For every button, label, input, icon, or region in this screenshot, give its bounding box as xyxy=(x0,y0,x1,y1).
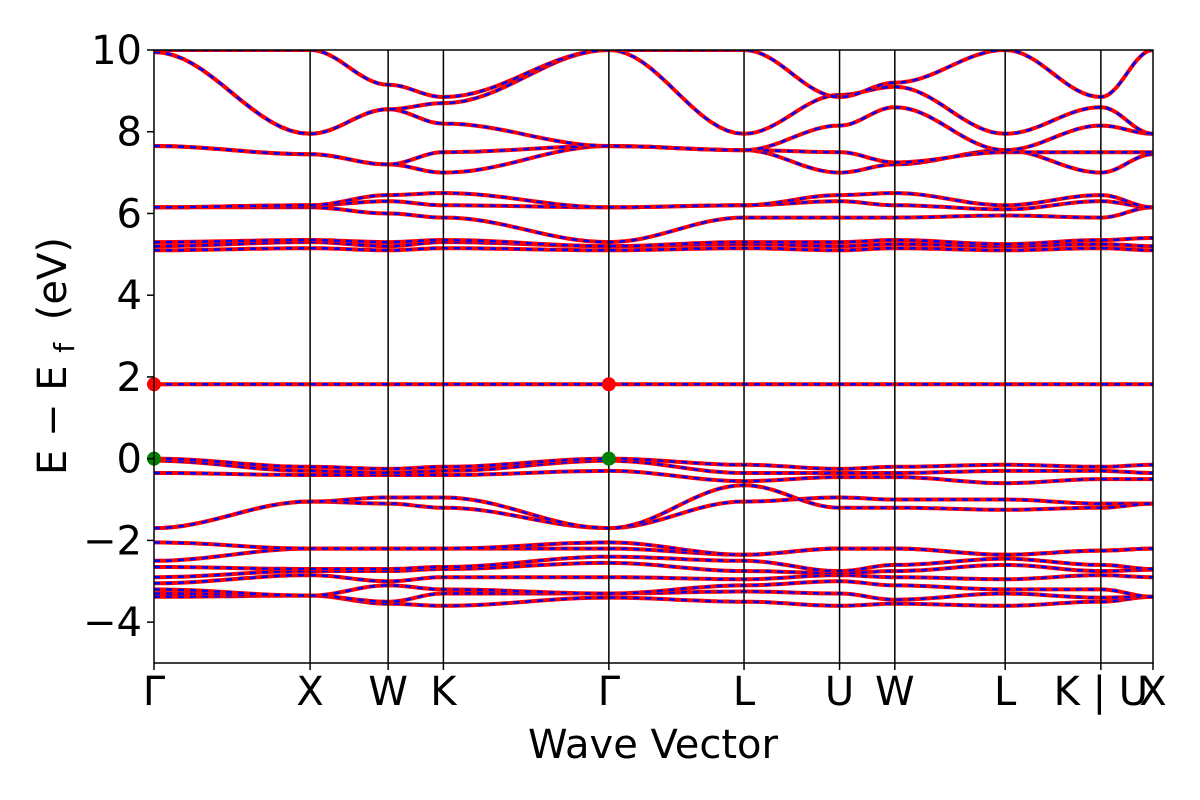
y-tick-label-4: 4 xyxy=(117,273,142,319)
y-tick-label-1: −2 xyxy=(83,518,142,564)
band-line-spin-down-25 xyxy=(154,50,1153,99)
x-tick-label-9: K | U xyxy=(1054,669,1148,715)
x-tick-label-1: X xyxy=(296,669,323,715)
extremum-marker-4 xyxy=(601,451,616,466)
x-tick-label-7: W xyxy=(875,669,915,715)
x-tick-label-2: W xyxy=(368,669,408,715)
y-axis-ticks: −4 −2 0 2 4 6 8 10 xyxy=(83,28,154,646)
x-axis-label: Wave Vector xyxy=(528,722,779,768)
band-lines xyxy=(154,50,1153,608)
x-tick-label-10: X xyxy=(1139,669,1166,715)
y-axis-label-unit: (eV) xyxy=(30,237,76,320)
x-tick-label-3: K xyxy=(430,669,458,715)
y-tick-label-3: 2 xyxy=(117,355,142,401)
extremum-marker-2 xyxy=(601,377,616,392)
y-tick-label-0: −4 xyxy=(83,600,142,646)
x-tick-label-5: L xyxy=(733,669,756,715)
x-tick-label-8: L xyxy=(994,669,1017,715)
y-tick-label-7: 10 xyxy=(91,28,142,74)
extrema-markers xyxy=(147,377,616,466)
high-symmetry-lines xyxy=(309,50,1102,663)
y-tick-label-6: 8 xyxy=(117,110,142,156)
y-axis-label-main: E − E xyxy=(30,365,76,475)
band-line-spin-up-25 xyxy=(154,50,1153,100)
band-line-spin-up-24 xyxy=(154,50,1153,136)
band-line-spin-down-18 xyxy=(154,206,1153,244)
y-axis-label-subscript: f xyxy=(48,342,81,353)
band-line-spin-down-9 xyxy=(154,496,1153,530)
band-line-spin-down-24 xyxy=(154,50,1153,136)
x-tick-label-6: U xyxy=(825,669,854,715)
y-tick-label-5: 6 xyxy=(117,191,142,237)
x-tick-label-4: Γ xyxy=(598,669,621,715)
y-tick-label-2: 0 xyxy=(117,437,142,483)
x-tick-label-0: Γ xyxy=(143,669,166,715)
plot-frame xyxy=(153,49,1154,664)
band-line-spin-up-4 xyxy=(154,573,1153,586)
y-axis-label: E − E f (eV) xyxy=(30,237,84,475)
band-line-spin-up-18 xyxy=(154,205,1153,245)
